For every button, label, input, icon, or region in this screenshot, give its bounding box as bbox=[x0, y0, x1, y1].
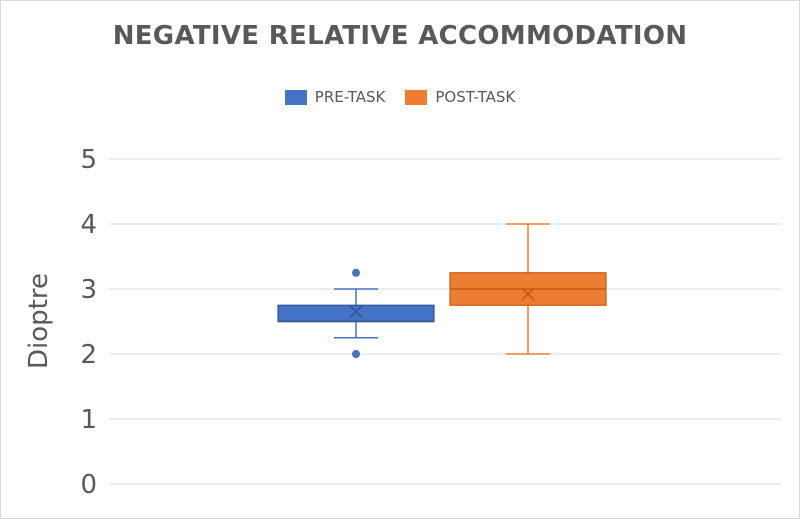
mean-marker-b-post-task bbox=[521, 287, 535, 301]
legend: PRE-TASK POST-TASK bbox=[1, 88, 799, 106]
box-pre-task bbox=[277, 304, 435, 323]
y-tick-label-5: 5 bbox=[80, 145, 97, 175]
y-tick-label-4: 4 bbox=[80, 210, 97, 240]
y-tick-label-2: 2 bbox=[80, 340, 97, 370]
y-tick-label-0: 0 bbox=[80, 470, 97, 500]
outlier-pre-task-0 bbox=[352, 268, 360, 277]
legend-swatch-post-task bbox=[405, 89, 428, 105]
legend-label-post-task: POST-TASK bbox=[435, 88, 516, 106]
y-tick-label-1: 1 bbox=[80, 405, 97, 435]
legend-item-pre-task: PRE-TASK bbox=[284, 88, 386, 106]
legend-label-pre-task: PRE-TASK bbox=[314, 88, 386, 106]
mean-marker-b-pre-task bbox=[349, 305, 363, 319]
legend-item-post-task: POST-TASK bbox=[405, 88, 515, 106]
outlier-pre-task-1 bbox=[352, 350, 360, 358]
legend-swatch-pre-task bbox=[284, 89, 307, 105]
chart-title: NEGATIVE RELATIVE ACCOMMODATION bbox=[112, 21, 688, 51]
y-tick-label-3: 3 bbox=[80, 275, 97, 305]
